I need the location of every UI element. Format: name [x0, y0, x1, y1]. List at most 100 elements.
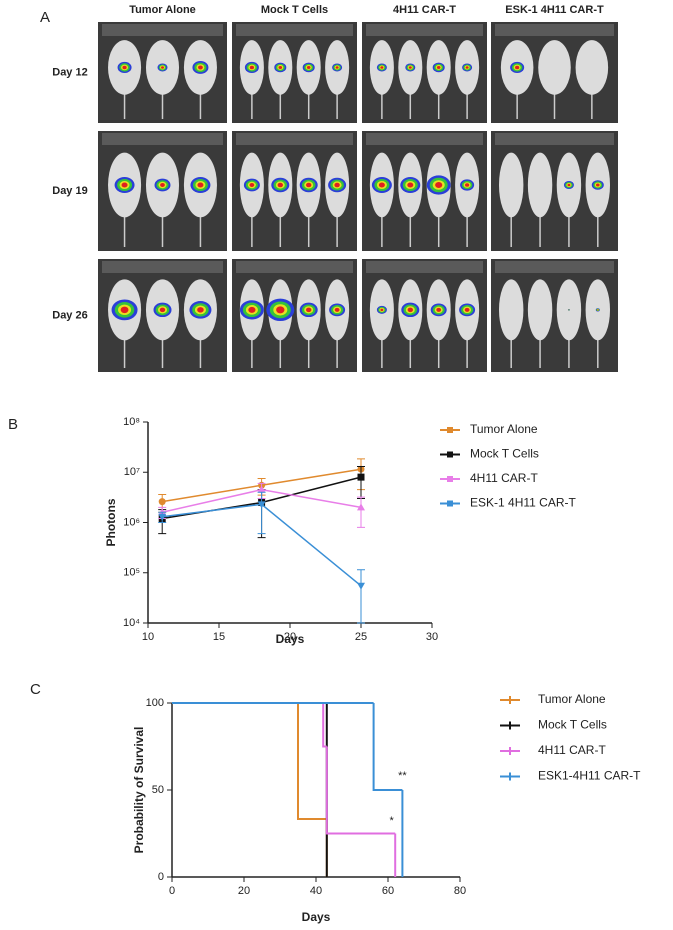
legend-label: Tumor Alone [470, 422, 538, 436]
survival-step [372, 703, 403, 791]
column-header: Mock T Cells [261, 4, 328, 16]
x-tick-label: 20 [284, 631, 296, 643]
signal [515, 65, 520, 70]
image-strip [495, 133, 614, 145]
panel-label: B [8, 416, 18, 433]
y-tick-label: 50 [152, 784, 164, 796]
signal [334, 182, 340, 188]
row-label: Day 26 [52, 309, 87, 321]
x-tick-label: 15 [213, 631, 225, 643]
signal [160, 183, 165, 187]
x-tick-label: 25 [355, 631, 367, 643]
image-strip [236, 261, 353, 273]
signal [122, 65, 127, 70]
signal [306, 65, 311, 69]
error-bar [357, 496, 365, 528]
y-tick-label: 100 [146, 697, 164, 709]
signal [306, 182, 312, 188]
y-axis-title: Photons [104, 498, 118, 546]
image-strip [236, 24, 353, 36]
signal [436, 307, 442, 312]
legend-marker [447, 476, 453, 482]
image-strip [102, 261, 223, 273]
row-label: Day 19 [52, 185, 87, 197]
signal [120, 306, 129, 314]
signal [335, 66, 339, 69]
image-strip [495, 261, 614, 273]
panel-label: C [30, 681, 41, 698]
signal [407, 182, 414, 188]
legend-label: Tumor Alone [538, 692, 606, 706]
signal [121, 182, 128, 188]
y-tick-label: 10⁵ [123, 567, 140, 579]
signal [198, 65, 203, 70]
x-axis-title: Days [276, 632, 305, 646]
legend-label: Mock T Cells [470, 447, 539, 461]
signal [568, 309, 570, 311]
column-header: 4H11 CAR-T [393, 4, 456, 16]
y-tick-label: 10⁷ [124, 466, 140, 478]
mouse [498, 279, 524, 341]
legend-label: Mock T Cells [538, 718, 607, 732]
x-tick-label: 60 [382, 885, 394, 897]
signal [249, 65, 254, 70]
legend-label: 4H11 CAR-T [470, 471, 538, 485]
y-tick-label: 10⁸ [123, 416, 140, 428]
x-tick-label: 80 [454, 885, 466, 897]
y-axis-title: Probability of Survival [132, 727, 146, 854]
signal [278, 65, 283, 69]
signal [380, 308, 384, 312]
signal [465, 183, 470, 187]
x-tick-label: 40 [310, 885, 322, 897]
legend-label: ESK1-4H11 CAR-T [538, 769, 641, 783]
signal [334, 307, 340, 312]
signal [380, 66, 384, 69]
signal [306, 307, 312, 313]
legend-label: 4H11 CAR-T [538, 743, 606, 757]
signal [248, 306, 256, 313]
legend-marker [447, 451, 453, 458]
error-bar [357, 466, 365, 500]
image-strip [102, 24, 223, 36]
y-tick-label: 0 [158, 871, 164, 883]
error-bar [257, 491, 266, 535]
signal [197, 182, 204, 188]
marker [357, 503, 365, 511]
image-strip [236, 133, 353, 145]
annotation: * [389, 815, 394, 827]
signal [249, 183, 255, 187]
image-strip [366, 24, 483, 36]
x-tick-label: 10 [142, 631, 154, 643]
x-tick-label: 20 [238, 885, 250, 897]
marker [257, 485, 266, 493]
column-header: ESK-1 4H11 CAR-T [505, 4, 604, 16]
signal [464, 307, 470, 312]
signal [567, 183, 571, 187]
signal [436, 65, 441, 69]
survival-step [325, 746, 396, 835]
signal [407, 307, 413, 313]
signal [276, 306, 285, 314]
x-axis-title: Days [302, 910, 331, 924]
mouse [527, 152, 553, 218]
marker [158, 513, 167, 521]
image-strip [366, 261, 483, 273]
signal [595, 183, 600, 187]
image-strip [495, 24, 614, 36]
legend-marker [447, 500, 453, 507]
x-tick-label: 0 [169, 885, 175, 897]
legend-marker [447, 427, 453, 433]
survival-step [322, 703, 327, 748]
row-label: Day 12 [52, 66, 87, 78]
signal [408, 66, 412, 69]
marker [158, 498, 166, 506]
signal [197, 307, 204, 313]
mouse [527, 279, 553, 341]
signal [161, 66, 164, 69]
signal [435, 182, 443, 188]
signal [465, 66, 469, 69]
y-tick-label: 10⁶ [123, 516, 140, 528]
image-strip [366, 133, 483, 145]
